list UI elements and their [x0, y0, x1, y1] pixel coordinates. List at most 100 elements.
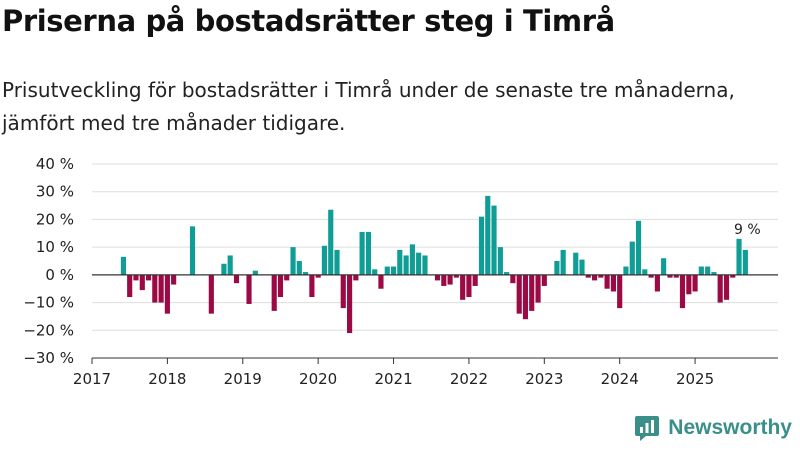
bar	[127, 274, 133, 298]
bar	[384, 266, 390, 275]
bar	[139, 274, 145, 291]
bar	[673, 274, 679, 278]
bar	[397, 249, 403, 275]
bar	[642, 269, 648, 275]
bar	[416, 252, 422, 275]
x-tick-label: 2025	[676, 370, 714, 388]
bar	[409, 244, 415, 275]
bar	[441, 274, 447, 286]
bar	[529, 274, 535, 311]
y-tick-label: 20 %	[36, 210, 74, 228]
newsworthy-logo-text: Newsworthy	[668, 416, 792, 439]
bar	[723, 274, 730, 300]
bar	[296, 261, 302, 275]
bar	[302, 272, 309, 275]
bar	[290, 247, 296, 275]
bar	[730, 274, 736, 278]
bar	[592, 274, 598, 281]
x-tick-label: 2021	[374, 370, 412, 388]
bar	[353, 274, 359, 281]
bar	[315, 274, 321, 278]
bar	[635, 220, 642, 275]
bar	[661, 258, 667, 275]
bar	[692, 274, 698, 292]
bar	[579, 259, 585, 275]
bar	[560, 249, 566, 275]
bar	[434, 274, 441, 281]
bar	[372, 269, 378, 275]
x-tick-label: 2020	[299, 370, 337, 388]
x-tick-label: 2022	[450, 370, 488, 388]
bar	[711, 272, 717, 275]
x-tick-label: 2019	[224, 370, 262, 388]
y-tick-label: 40 %	[36, 155, 74, 173]
bar	[617, 274, 623, 309]
newsworthy-logo: Newsworthy	[634, 414, 792, 442]
bar	[246, 274, 252, 304]
bar	[447, 274, 453, 285]
x-tick-label: 2024	[601, 370, 639, 388]
y-tick-label: −20 %	[23, 321, 74, 339]
bar	[610, 274, 617, 292]
bar	[453, 274, 459, 278]
bar	[623, 266, 629, 275]
y-tick-label: −10 %	[23, 294, 74, 312]
bar	[221, 263, 227, 275]
bar	[340, 274, 346, 309]
tick-labels: −30 % −20 % −10 % 0 % 10 % 20 % 30 % 40 % 2017 20…	[23, 155, 760, 388]
bar	[133, 274, 139, 281]
bar	[164, 274, 170, 314]
bar	[698, 266, 704, 275]
bar	[158, 274, 164, 303]
bar	[365, 231, 372, 275]
bar	[252, 270, 258, 275]
y-tick-label: −30 %	[23, 349, 74, 367]
bar	[497, 247, 503, 275]
bar	[585, 274, 591, 278]
bar	[736, 238, 742, 275]
x-tick-label: 2017	[73, 370, 111, 388]
newsworthy-logo-icon	[635, 416, 660, 441]
bar	[145, 274, 152, 281]
bar	[604, 274, 610, 289]
bar	[328, 209, 334, 275]
bar	[667, 274, 673, 278]
bar	[504, 272, 510, 275]
bar	[390, 266, 397, 275]
bar	[309, 274, 315, 298]
bar	[208, 274, 214, 314]
bar	[120, 256, 127, 275]
y-tick-label: 0 %	[45, 266, 74, 284]
bar	[541, 274, 547, 286]
bar	[321, 245, 327, 275]
x-tick-label: 2018	[148, 370, 186, 388]
bar	[284, 274, 290, 281]
bar	[227, 255, 233, 275]
chart-title: Priserna på bostadsrätter steg i Timrå	[2, 4, 615, 38]
bar	[742, 249, 748, 275]
bar	[466, 274, 472, 298]
bar	[648, 274, 654, 278]
bar	[271, 274, 277, 311]
bar	[679, 274, 686, 309]
y-tick-label: 10 %	[36, 238, 74, 256]
bar	[478, 216, 485, 275]
bar	[629, 241, 635, 275]
bar	[277, 274, 284, 298]
bar	[535, 274, 541, 303]
bar	[460, 274, 466, 300]
bar	[233, 274, 240, 284]
bar	[717, 274, 723, 303]
x-tick-label: 2023	[525, 370, 563, 388]
bar	[152, 274, 158, 303]
bar	[554, 261, 560, 275]
chart-subtitle: Prisutveckling för bostadsrätter i Timrå…	[2, 78, 735, 135]
bar	[573, 252, 579, 275]
bar	[705, 266, 711, 275]
bar	[171, 274, 177, 285]
bar	[522, 274, 529, 320]
bar	[359, 231, 365, 275]
bar	[378, 274, 384, 289]
bar	[347, 274, 353, 334]
